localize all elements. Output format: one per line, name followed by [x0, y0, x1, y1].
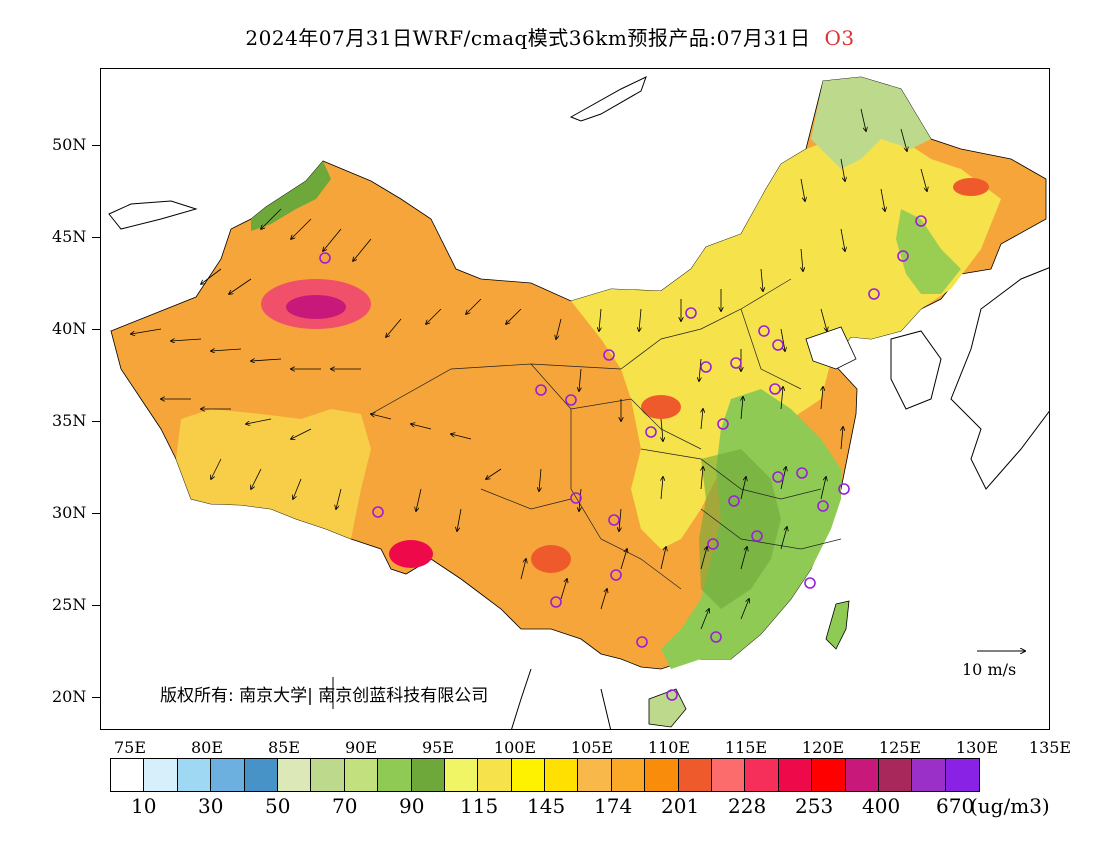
lon-label-115e: 115E: [724, 738, 768, 757]
wind-legend-label: 10 m/s: [962, 660, 1017, 679]
hotspot-xinjiang-core: [286, 295, 346, 319]
colorbar-label: 115: [460, 794, 499, 818]
green-northwest: [251, 161, 331, 231]
green-ne2: [896, 209, 961, 294]
map-panel: [100, 68, 1050, 730]
hotspot-ne: [953, 178, 989, 196]
colorbar-cell: [678, 759, 713, 791]
colorbar-label: 70: [332, 794, 358, 818]
colorbar-cell: [812, 759, 846, 791]
lat-label-30n: 30N: [52, 503, 87, 522]
bohai-sea: [805, 326, 857, 370]
balkhash-outline: [108, 200, 198, 230]
colorbar-cell: [344, 759, 379, 791]
yellow-north: [571, 129, 1001, 549]
colorbar: [110, 758, 981, 792]
lat-tick: [92, 329, 100, 330]
colorbar-cell: [211, 759, 245, 791]
species-label: O3: [824, 26, 855, 50]
colorbar-cell: [411, 759, 445, 791]
colorbar-cell: [712, 759, 746, 791]
hotspot-central: [641, 395, 681, 419]
lat-label-40n: 40N: [52, 319, 87, 338]
map-canvas: [108, 76, 1049, 729]
colorbar-cell: [878, 759, 913, 791]
colorbar-unit: (ug/m3): [970, 794, 1050, 818]
colorbar-cell: [311, 759, 345, 791]
lat-tick: [92, 513, 100, 514]
copyright-text: 版权所有: 南京大学| 南京创蓝科技有限公司: [160, 686, 489, 706]
wind-vectors: [131, 108, 927, 630]
colorbar-label: 50: [265, 794, 291, 818]
colorbar-cell: [111, 759, 145, 791]
colorbar-cell: [177, 759, 212, 791]
hotspot-tibet: [389, 540, 433, 568]
baikal-outline: [569, 76, 647, 122]
lat-tick: [92, 237, 100, 238]
lon-label-75e: 75E: [113, 738, 147, 757]
lon-label-105e: 105E: [570, 738, 614, 757]
colorbar-cell: [945, 759, 980, 791]
map-title: 2024年07月31日WRF/cmaq模式36km预报产品:07月31日 O3: [0, 22, 1100, 51]
colorbar-cell: [778, 759, 813, 791]
colorbar-cell: [144, 759, 178, 791]
lon-label-135e: 135E: [1028, 738, 1072, 757]
colorbar-cell: [511, 759, 546, 791]
colorbar-cell: [578, 759, 612, 791]
lon-label-95e: 95E: [421, 738, 455, 757]
title-text: 2024年07月31日WRF/cmaq模式36km预报产品:07月31日: [245, 26, 811, 50]
indochina-outline: [511, 668, 612, 729]
colorbar-label: 174: [594, 794, 633, 818]
lat-tick: [92, 605, 100, 606]
lat-tick: [92, 697, 100, 698]
city-markers: [319, 215, 927, 701]
lon-label-85e: 85E: [267, 738, 301, 757]
colorbar-cell: [645, 759, 679, 791]
lat-label-35n: 35N: [52, 411, 87, 430]
colorbar-cell: [478, 759, 512, 791]
colorbar-label: 253: [795, 794, 834, 818]
lon-label-130e: 130E: [955, 738, 999, 757]
colorbar-cell: [378, 759, 412, 791]
colorbar-cell: [277, 759, 312, 791]
lat-tick: [92, 421, 100, 422]
colorbar-cell: [545, 759, 579, 791]
lon-label-100e: 100E: [493, 738, 537, 757]
colorbar-label: 30: [198, 794, 224, 818]
lon-label-110e: 110E: [647, 738, 691, 757]
green-northeast: [811, 77, 931, 169]
lat-label-20n: 20N: [52, 687, 87, 706]
korea-outline: [890, 330, 942, 410]
colorbar-label: 90: [399, 794, 425, 818]
colorbar-cell: [745, 759, 779, 791]
colorbar-cell: [444, 759, 479, 791]
colorbar-cell: [912, 759, 946, 791]
colorbar-label: 400: [862, 794, 901, 818]
hotspot-yunnan: [531, 545, 571, 573]
colorbar-label: 145: [527, 794, 566, 818]
lat-label-50n: 50N: [52, 135, 87, 154]
japan-outline: [950, 267, 1049, 490]
taiwan-island: [825, 600, 850, 650]
lat-label-45n: 45N: [52, 227, 87, 246]
colorbar-label: 201: [661, 794, 700, 818]
colorbar-cell: [244, 759, 278, 791]
lon-label-120e: 120E: [801, 738, 845, 757]
lat-tick: [92, 145, 100, 146]
green-south-light: [699, 449, 781, 609]
colorbar-cell: [611, 759, 646, 791]
colorbar-label: 228: [728, 794, 767, 818]
province-borders: [370, 278, 842, 590]
lon-label-125e: 125E: [878, 738, 922, 757]
colorbar-label: 670: [936, 794, 975, 818]
lat-label-25n: 25N: [52, 595, 87, 614]
lon-label-90e: 90E: [344, 738, 378, 757]
lon-label-80e: 80E: [190, 738, 224, 757]
colorbar-label: 10: [131, 794, 157, 818]
yellow-west: [176, 409, 371, 539]
colorbar-cell: [845, 759, 879, 791]
